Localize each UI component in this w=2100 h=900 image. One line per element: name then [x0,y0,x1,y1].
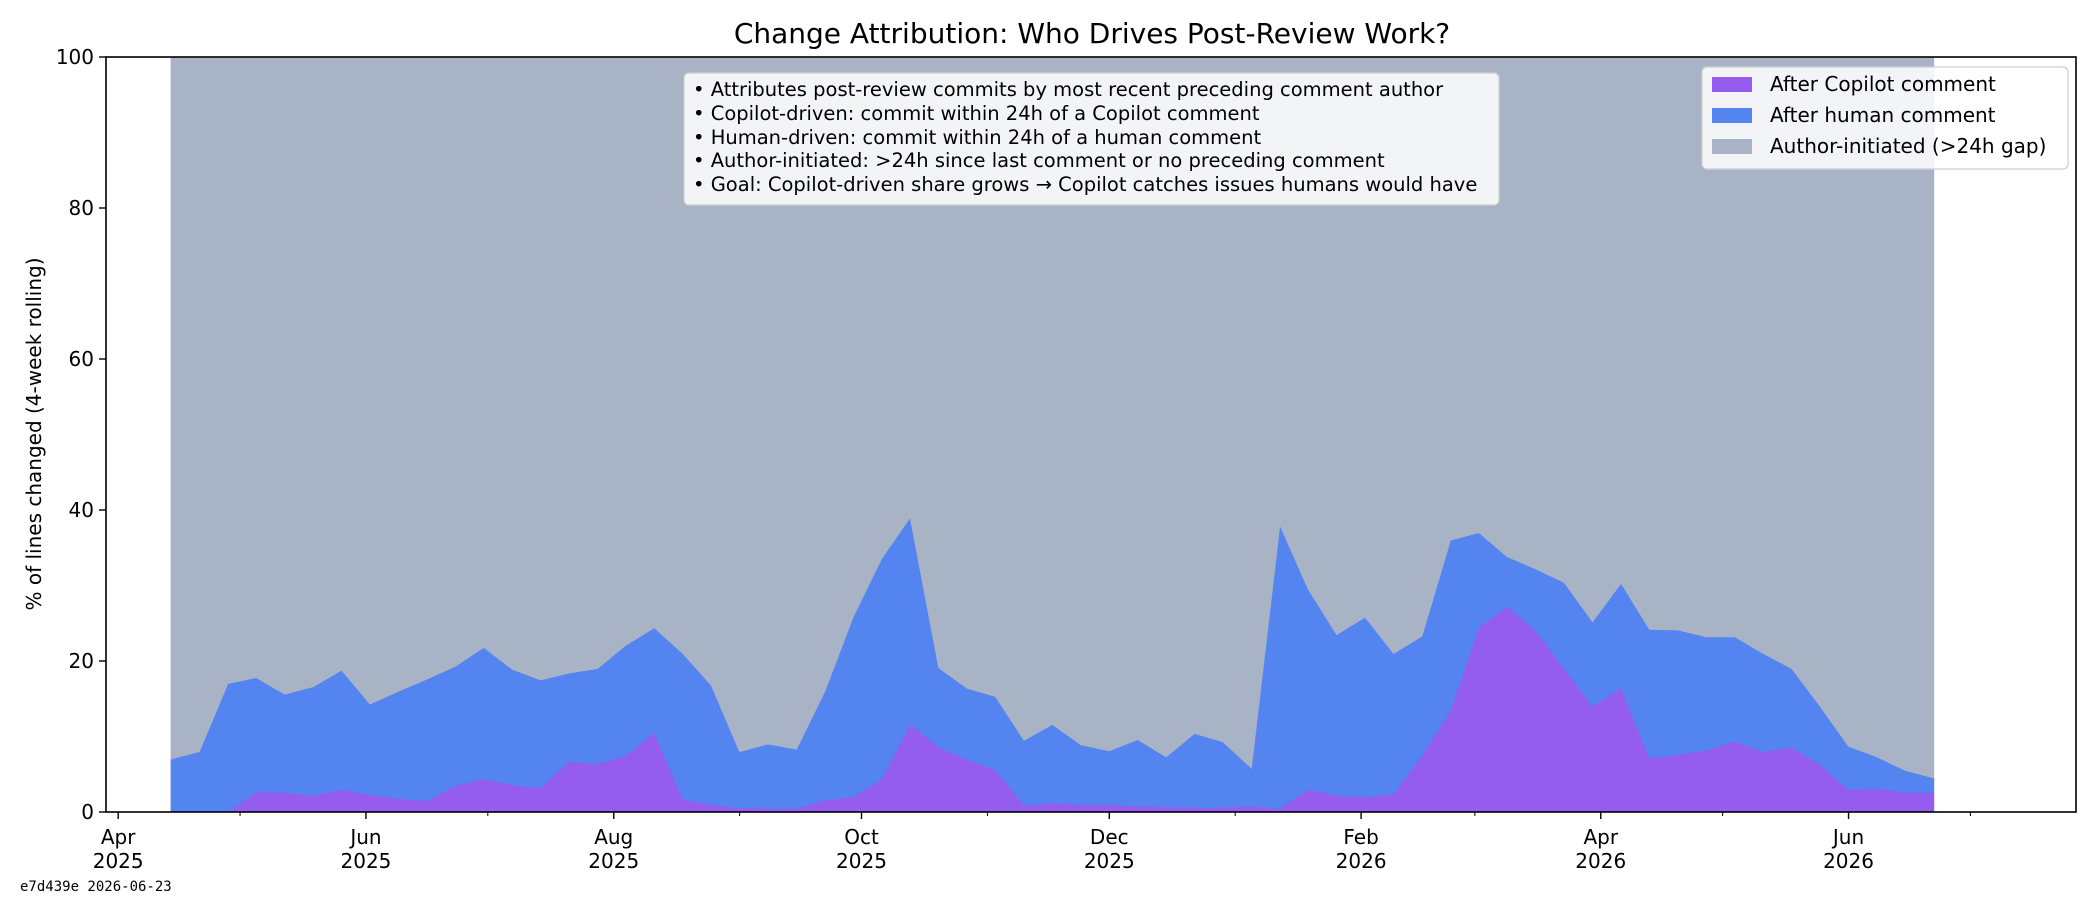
footer-stamp: e7d439e 2026-06-23 [20,879,172,895]
x-tick-label: 2025 [588,849,639,873]
legend: After Copilot comment After human commen… [1701,66,2069,170]
y-tick-label: 60 [69,347,94,371]
x-tick-label: Apr [1583,825,1618,849]
x-tick-label: Feb [1343,825,1378,849]
x-tick-label: 2025 [341,849,392,873]
x-tick-label: 2026 [1823,849,1874,873]
y-tick-label: 0 [81,800,94,824]
annotation-line: • Human-driven: commit within 24h of a h… [693,126,1262,149]
x-tick-label: 2025 [1084,849,1135,873]
x-tick-label: Dec [1090,825,1129,849]
y-tick-label: 40 [69,498,94,522]
x-tick-label: Jun [348,825,381,849]
x-tick-label: Aug [594,825,633,849]
annotation-line: • Author-initiated: >24h since last comm… [693,149,1385,172]
x-axis: Apr2025Jun2025Aug2025Oct2025Dec2025Feb20… [93,812,1971,873]
x-tick-label: Jun [1831,825,1864,849]
annotation-line: • Goal: Copilot-driven share grows → Cop… [693,173,1477,196]
stacked-areas [170,56,1935,813]
legend-swatch-author [1712,139,1752,154]
plot-frame [105,56,2077,813]
chart-title: Change Attribution: Who Drives Post-Revi… [734,17,1450,50]
legend-label-human: After human comment [1770,103,1996,127]
x-tick-label: Apr [101,825,136,849]
x-tick-label: 2026 [1575,849,1626,873]
y-tick-label: 20 [69,649,94,673]
x-tick-label: Oct [844,825,879,849]
annotation-line: • Copilot-driven: commit within 24h of a… [693,102,1260,125]
y-tick-label: 100 [56,45,94,69]
y-axis-label: % of lines changed (4-week rolling) [22,257,46,610]
legend-label-copilot: After Copilot comment [1770,72,1996,96]
legend-label-author: Author-initiated (>24h gap) [1770,134,2046,158]
legend-swatch-copilot [1712,77,1752,92]
x-tick-label: 2026 [1336,849,1387,873]
legend-swatch-human [1712,108,1752,123]
annotation-line: • Attributes post-review commits by most… [693,78,1444,101]
x-tick-label: 2025 [836,849,887,873]
y-tick-label: 80 [69,196,94,220]
annotation-box: • Attributes post-review commits by most… [683,72,1500,206]
y-axis: 0 20 40 60 80 100 [56,45,106,824]
x-tick-label: 2025 [93,849,144,873]
